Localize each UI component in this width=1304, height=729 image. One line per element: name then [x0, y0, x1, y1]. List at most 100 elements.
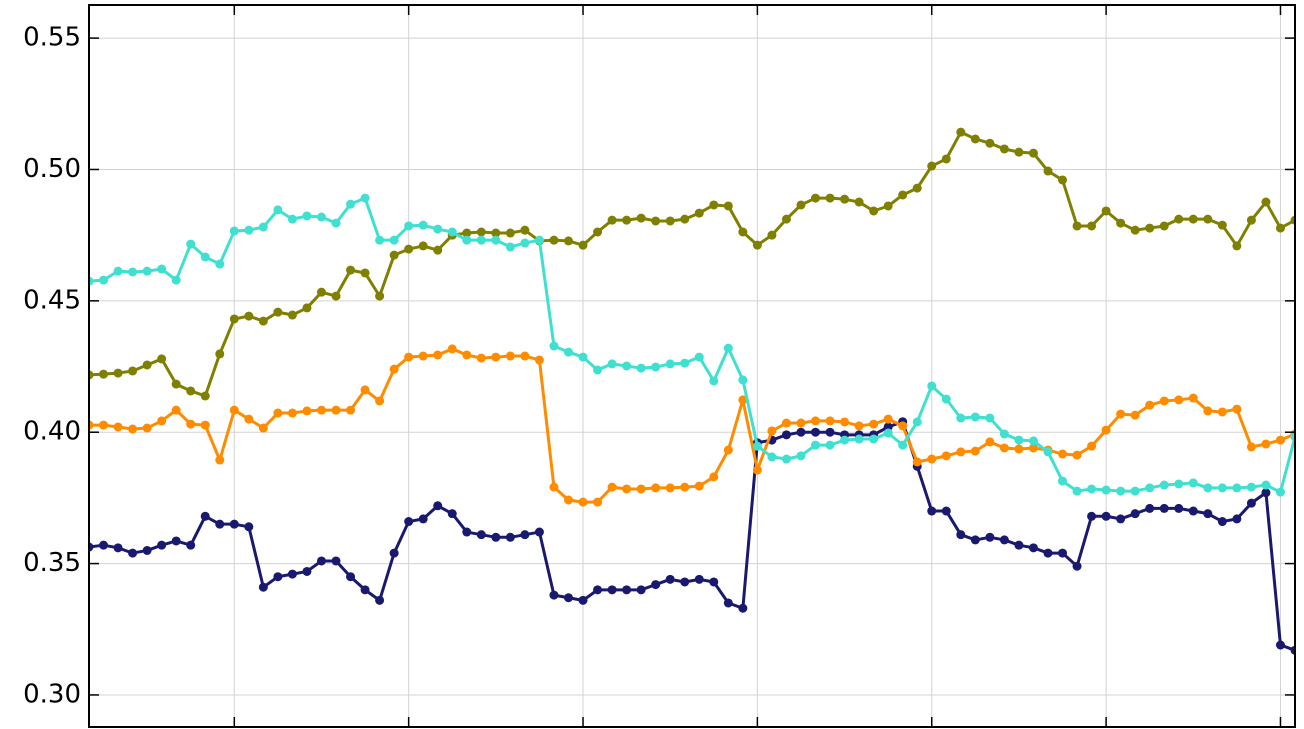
point: [941, 154, 951, 164]
point: [563, 593, 573, 603]
point: [796, 418, 806, 428]
point: [1217, 220, 1227, 230]
point: [1014, 435, 1024, 445]
point: [549, 235, 559, 245]
y-tick-label: 0.55: [23, 23, 81, 53]
point: [346, 405, 356, 415]
point: [1014, 444, 1024, 454]
point: [404, 352, 414, 362]
point: [128, 267, 138, 277]
point: [89, 370, 94, 380]
point: [549, 590, 559, 600]
point: [433, 350, 443, 360]
point: [200, 252, 210, 262]
point: [869, 419, 879, 429]
point: [1246, 442, 1256, 452]
point: [869, 434, 879, 444]
point: [1101, 425, 1111, 435]
grid: [89, 5, 1295, 727]
point: [302, 303, 312, 313]
y-tick-label: 0.35: [23, 548, 81, 578]
point: [912, 457, 922, 467]
point: [1261, 480, 1271, 490]
point: [186, 540, 196, 550]
line: [89, 347, 1295, 504]
point: [99, 540, 109, 550]
point: [694, 574, 704, 584]
point: [1159, 221, 1169, 231]
point: [1130, 486, 1140, 496]
point: [985, 437, 995, 447]
point: [1087, 484, 1097, 494]
point: [389, 364, 399, 374]
point: [563, 347, 573, 357]
point: [229, 405, 239, 415]
point: [1203, 483, 1213, 493]
point: [89, 276, 94, 286]
point: [1174, 214, 1184, 224]
point: [709, 577, 719, 587]
point: [578, 352, 588, 362]
point: [200, 391, 210, 401]
point: [854, 434, 864, 444]
point: [520, 530, 530, 540]
point: [1246, 482, 1256, 492]
point: [1058, 449, 1068, 459]
point: [404, 244, 414, 254]
point: [956, 127, 966, 137]
point: [680, 358, 690, 368]
point: [1203, 214, 1213, 224]
point: [651, 580, 661, 590]
point: [607, 359, 617, 369]
point: [985, 138, 995, 148]
point: [1290, 645, 1295, 655]
point: [375, 235, 385, 245]
point: [99, 420, 109, 430]
point: [1043, 447, 1053, 457]
point: [1130, 509, 1140, 519]
point: [752, 465, 762, 475]
point: [186, 419, 196, 429]
point: [970, 535, 980, 545]
point: [680, 214, 690, 224]
point: [593, 585, 603, 595]
point: [549, 482, 559, 492]
point: [186, 239, 196, 249]
point: [1174, 479, 1184, 489]
point: [1087, 441, 1097, 451]
point: [1101, 485, 1111, 495]
point: [520, 351, 530, 361]
point: [534, 355, 544, 365]
point: [1116, 486, 1126, 496]
point: [244, 225, 254, 235]
point: [607, 215, 617, 225]
point: [505, 532, 515, 542]
point: [418, 220, 428, 230]
point: [1058, 548, 1068, 558]
point: [505, 351, 515, 361]
point: [520, 238, 530, 248]
point: [113, 543, 123, 553]
axes: 0.30 0.35 0.40 0.45 0.50 0.55: [23, 5, 1295, 727]
point: [796, 451, 806, 461]
point: [1203, 509, 1213, 519]
point: [491, 352, 501, 362]
point: [970, 412, 980, 422]
line: [89, 420, 1295, 652]
point: [1246, 215, 1256, 225]
point: [128, 548, 138, 558]
point: [723, 445, 733, 455]
point: [273, 205, 283, 215]
point: [607, 482, 617, 492]
point: [1058, 175, 1068, 185]
point: [1101, 206, 1111, 216]
point: [941, 506, 951, 516]
point: [1028, 436, 1038, 446]
point: [476, 530, 486, 540]
plot-area: [89, 127, 1295, 655]
point: [215, 519, 225, 529]
point: [1101, 511, 1111, 521]
point: [898, 440, 908, 450]
point: [578, 595, 588, 605]
point: [1275, 487, 1285, 497]
